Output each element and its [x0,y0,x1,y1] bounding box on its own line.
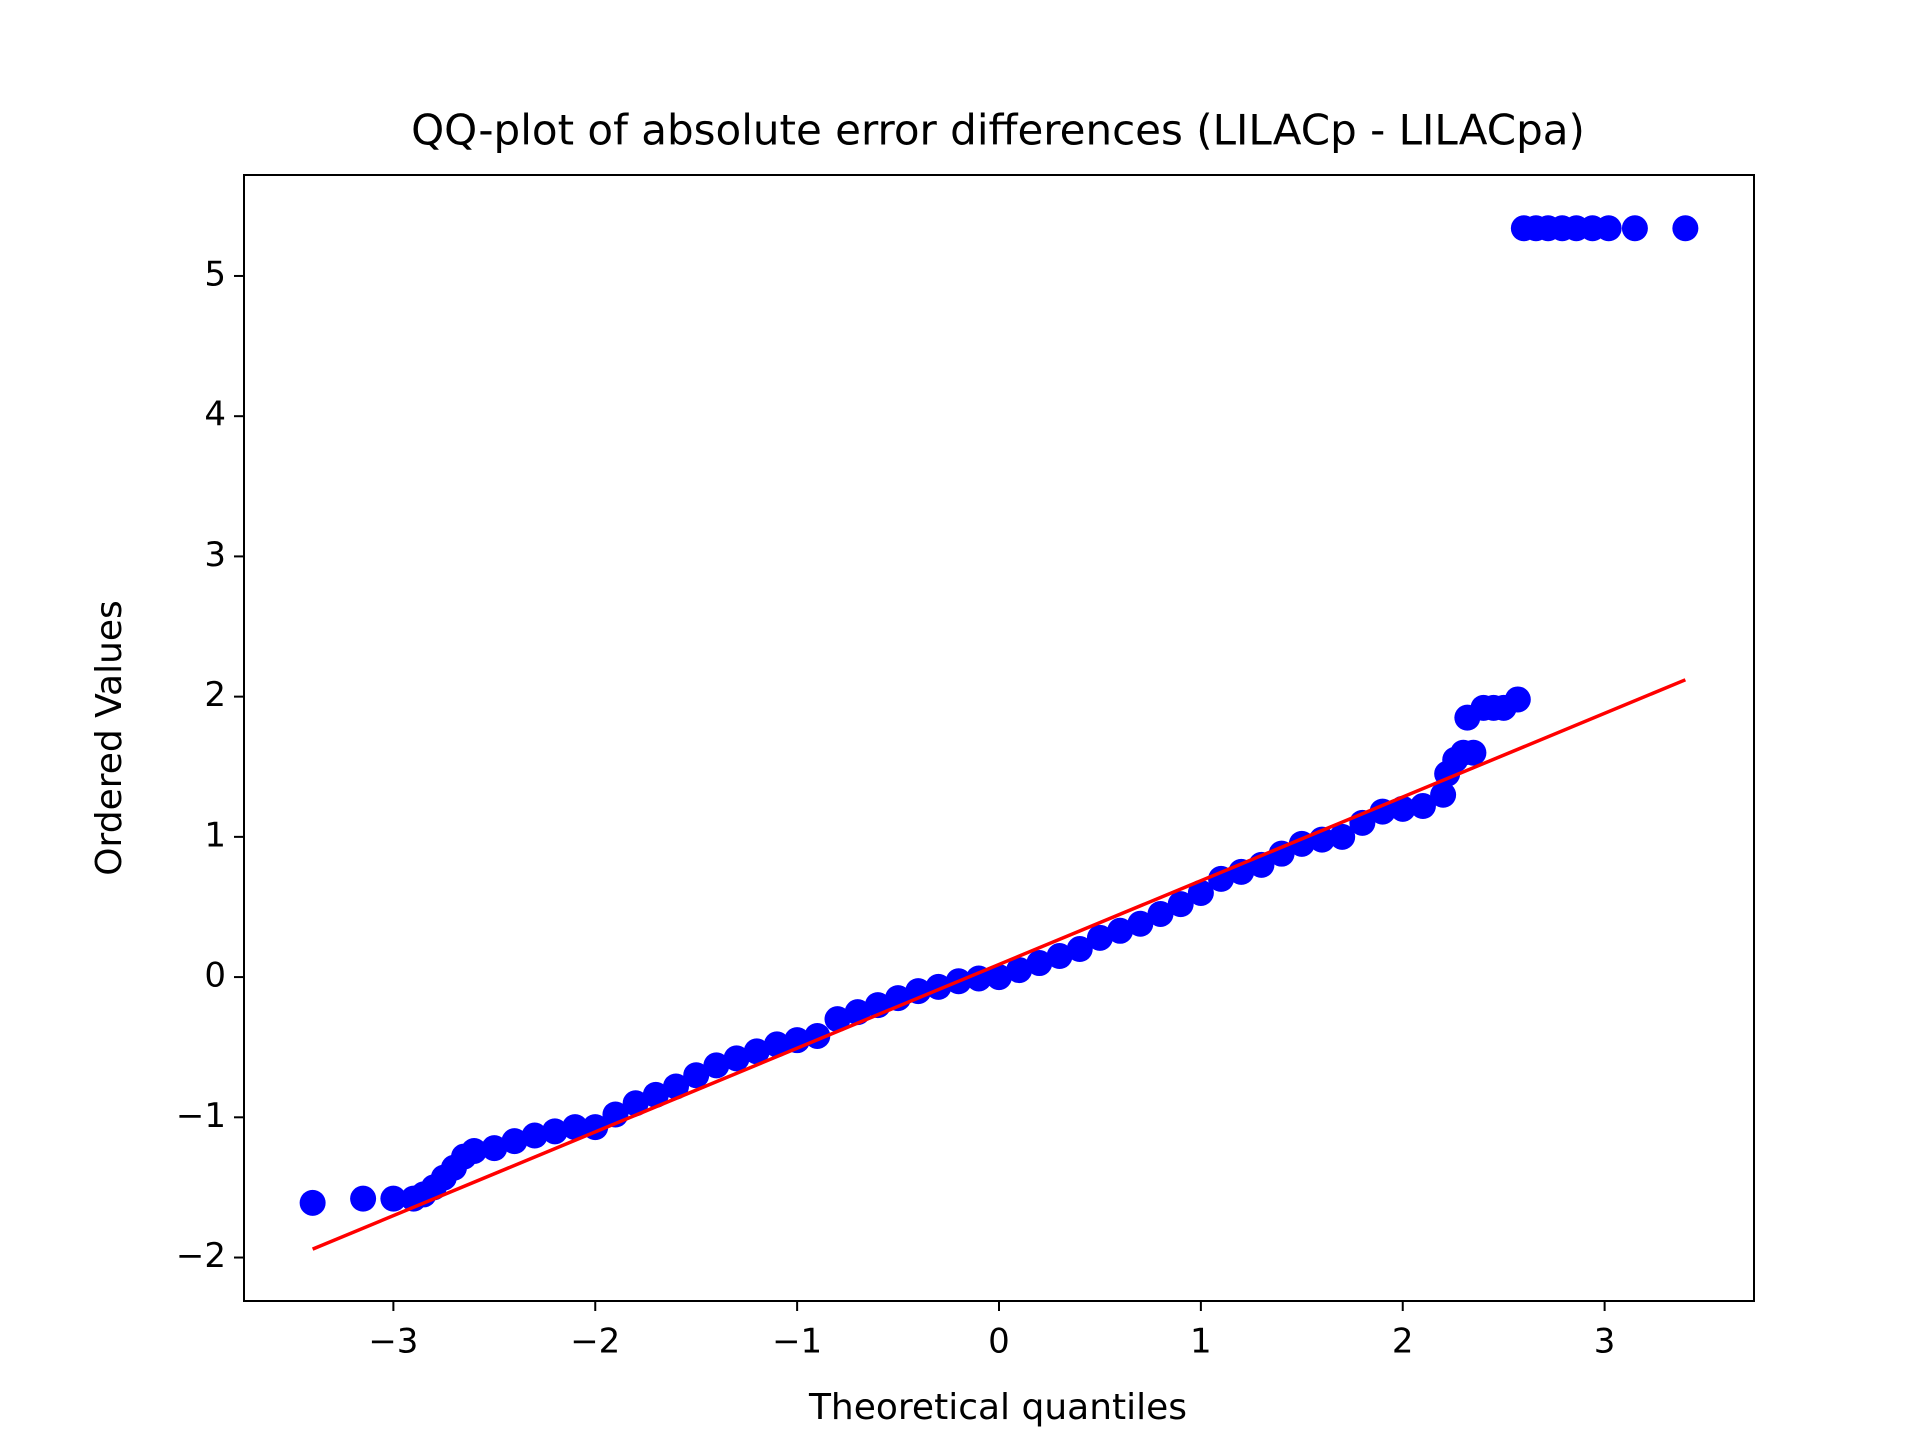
data-point [1430,781,1457,808]
data-point [1147,900,1174,927]
x-tick-label: −2 [570,1322,620,1362]
data-point [1208,865,1235,892]
data-point [1127,910,1154,937]
data-point [1504,686,1531,713]
y-tick-label: 3 [204,535,226,575]
y-tick-label: −1 [176,1096,226,1136]
data-point [1268,840,1295,867]
data-point [824,1006,851,1033]
data-point [1369,798,1396,825]
x-tick-label: 0 [988,1322,1010,1362]
data-point [1329,823,1356,850]
data-point [501,1128,528,1155]
data-point [642,1081,669,1108]
data-point [683,1062,710,1089]
data-point [986,964,1012,991]
data-point [663,1073,690,1100]
x-tick-label: −3 [368,1322,418,1362]
data-point [622,1090,649,1117]
y-tick-label: 0 [204,956,226,996]
data-point [723,1045,750,1072]
data-point [1046,943,1073,970]
x-tick-label: −1 [772,1322,822,1362]
data-point [299,1189,326,1216]
x-tick-label: 1 [1190,1322,1212,1362]
data-point [1086,924,1113,951]
data-point [1167,891,1194,918]
data-point [541,1118,568,1145]
chart-title: QQ-plot of absolute error differences (L… [411,106,1585,155]
data-point [905,978,932,1005]
x-tick-label: 2 [1392,1322,1414,1362]
data-point [1409,793,1436,820]
data-point [1672,215,1699,242]
data-point [1107,917,1134,944]
data-point [481,1135,508,1162]
data-point [1187,879,1214,906]
plot-frame [243,174,1755,1302]
y-tick-label: 5 [204,254,226,294]
y-tick-label: 2 [204,675,226,715]
data-point [1621,215,1648,242]
x-tick-label: 3 [1594,1322,1616,1362]
data-point [380,1185,407,1212]
fit-line [311,678,1687,1251]
data-point [763,1031,790,1058]
x-axis-label: Theoretical quantiles [808,1387,1187,1428]
y-tick-label: −2 [176,1236,226,1276]
y-tick-label: 1 [204,815,226,855]
y-tick-label: 4 [204,395,226,435]
data-point [1026,950,1053,977]
data-point [461,1137,488,1164]
data-point [1389,795,1416,822]
data-point [1006,957,1033,984]
data-point [1595,215,1622,242]
y-axis-label: Ordered Values [89,600,130,876]
data-point [1066,936,1093,963]
data-point [1460,739,1487,766]
data-point [703,1052,730,1079]
data-point [350,1185,377,1212]
data-point [521,1122,548,1149]
data-point [743,1038,770,1065]
data-point [562,1114,589,1141]
